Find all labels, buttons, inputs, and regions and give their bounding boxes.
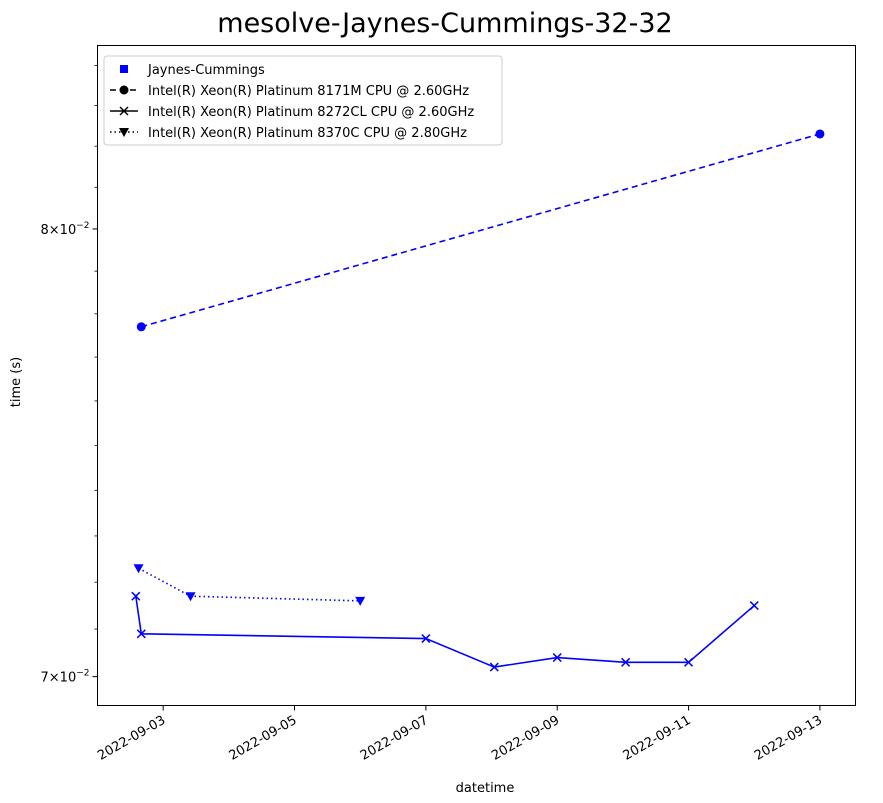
- data-point: [131, 591, 141, 601]
- legend: Jaynes-Cummings Intel(R) Xeon(R) Platinum…: [103, 55, 503, 146]
- data-point: [749, 601, 759, 611]
- legend-marker: [119, 106, 129, 116]
- series-3: [133, 564, 366, 606]
- legend-frame: [103, 55, 503, 146]
- y-tick-mantissa: 7: [40, 671, 48, 686]
- data-point: [136, 322, 146, 332]
- y-tick-label: 8×10−2: [40, 221, 89, 238]
- y-axis-label: time (s): [9, 357, 24, 407]
- legend-label: Intel(R) Xeon(R) Platinum 8370C CPU @ 2.…: [148, 126, 467, 141]
- data-point: [185, 592, 196, 602]
- x-axis: 2022-09-03 2022-09-05 2022-09-07 2022-09-09…: [95, 705, 825, 764]
- x-tick-label: 2022-09-05: [227, 713, 300, 764]
- series-2: [131, 591, 759, 672]
- y-tick-label: 7×10−2: [40, 669, 89, 686]
- y-tick-exponent: −2: [76, 669, 89, 679]
- legend-label: Intel(R) Xeon(R) Platinum 8171M CPU @ 2.…: [148, 84, 469, 99]
- data-point: [815, 129, 825, 139]
- series-layer: [131, 129, 825, 672]
- y-tick-mantissa: 8: [40, 223, 48, 238]
- x-tick-label: 2022-09-03: [95, 713, 168, 764]
- x-tick-label: 2022-09-07: [358, 713, 431, 764]
- data-point: [684, 657, 694, 667]
- y-tick-base: 10: [60, 671, 77, 686]
- data-point: [552, 653, 562, 663]
- data-point: [133, 564, 144, 574]
- chart-title: mesolve-Jaynes-Cummings-32-32: [217, 8, 672, 39]
- legend-marker: [119, 128, 129, 137]
- data-point: [136, 629, 146, 639]
- data-point: [621, 657, 631, 667]
- y-axis: 8×10−27×10−2: [40, 64, 98, 686]
- legend-entry: Intel(R) Xeon(R) Platinum 8171M CPU @ 2.…: [110, 84, 469, 99]
- legend-entry: Intel(R) Xeon(R) Platinum 8272CL CPU @ 2…: [110, 105, 474, 120]
- legend-marker: [119, 85, 129, 95]
- plot-area: [97, 45, 856, 706]
- legend-entry: Intel(R) Xeon(R) Platinum 8370C CPU @ 2.…: [110, 126, 467, 141]
- data-point: [355, 596, 366, 606]
- series-line: [141, 133, 821, 328]
- legend-marker: [120, 65, 128, 73]
- series-1: [136, 129, 825, 332]
- y-tick-exponent: −2: [76, 221, 89, 231]
- y-tick-times: ×: [49, 671, 60, 686]
- x-tick-label: 2022-09-11: [621, 713, 694, 764]
- legend-label: Intel(R) Xeon(R) Platinum 8272CL CPU @ 2…: [148, 105, 474, 120]
- y-tick-base: 10: [60, 223, 77, 238]
- legend-label: Jaynes-Cummings: [147, 63, 265, 78]
- x-tick-label: 2022-09-13: [752, 713, 825, 764]
- legend-entry: Jaynes-Cummings: [120, 63, 265, 78]
- x-tick-label: 2022-09-09: [489, 713, 562, 764]
- series-line: [135, 596, 755, 668]
- x-axis-label: datetime: [456, 781, 515, 796]
- data-point: [421, 634, 431, 644]
- data-point: [489, 662, 499, 672]
- y-tick-times: ×: [49, 223, 60, 238]
